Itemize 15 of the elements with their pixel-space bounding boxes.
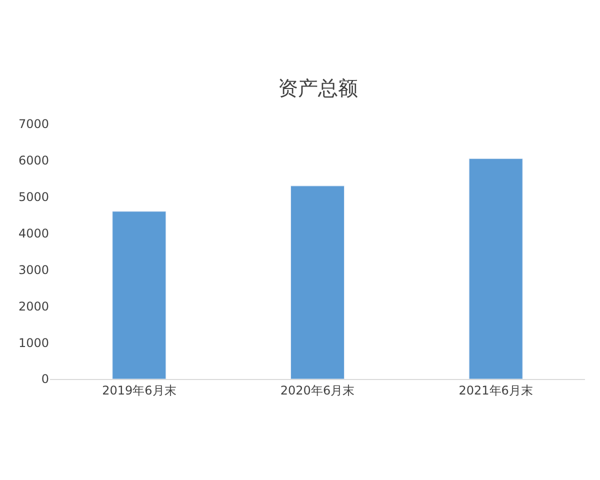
- bar: [468, 158, 523, 379]
- y-tick-label: 3000: [18, 262, 49, 277]
- y-tick-label: 7000: [18, 117, 49, 132]
- x-tick-label: 2019年6月末: [102, 383, 176, 398]
- x-tick-label: 2021年6月末: [458, 383, 533, 398]
- y-tick-label: 0: [41, 372, 49, 386]
- bar: [112, 211, 166, 379]
- y-tick-label: 5000: [18, 190, 49, 204]
- chart-title: 资产总额: [278, 76, 358, 100]
- y-tick-label: 6000: [18, 154, 49, 168]
- y-tick-label: 4000: [18, 226, 49, 240]
- x-tick-label: 2020年6月末: [280, 383, 355, 398]
- bar: [290, 186, 344, 379]
- y-tick-label: 2000: [18, 299, 49, 314]
- y-tick-label: 1000: [18, 336, 49, 350]
